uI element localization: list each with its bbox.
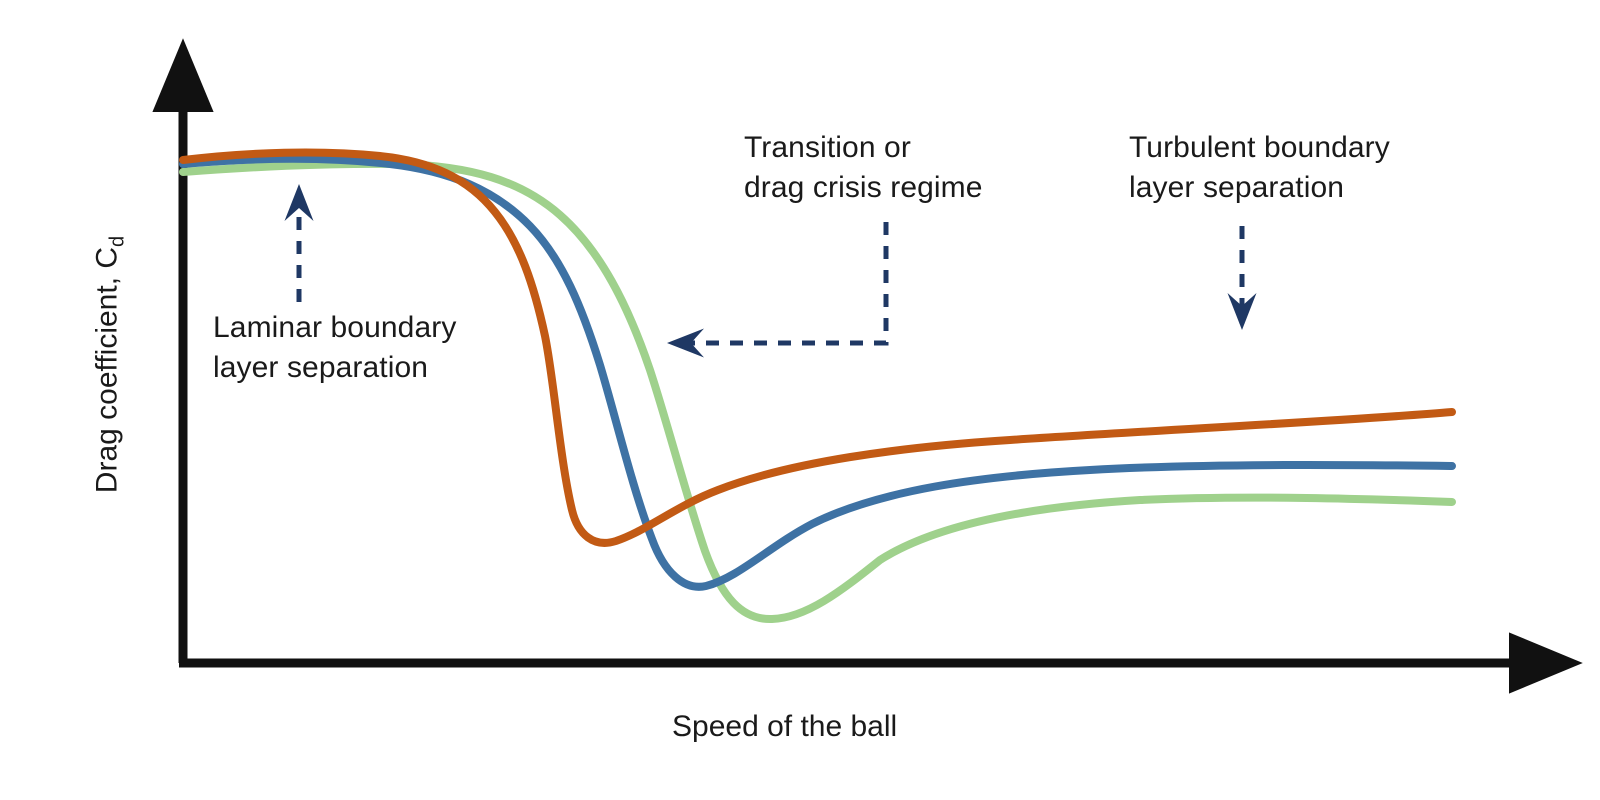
x-axis-label: Speed of the ball xyxy=(672,710,898,743)
annotation-turbulent-boundary-layer-separation: Turbulent boundary layer separation xyxy=(1129,128,1390,208)
annotation-laminar-line-1: Laminar boundary xyxy=(213,311,457,344)
annotation-transition-line-1: Transition or xyxy=(744,131,911,164)
curve-smoothest-ball xyxy=(179,159,1456,624)
y-axis-label-subscript: d xyxy=(106,235,129,247)
axes-group xyxy=(152,38,1583,694)
transition-arrow xyxy=(666,222,889,358)
annotation-arrows-group xyxy=(284,183,1257,358)
annotation-transition-drag-crisis-regime: Transition or drag crisis regime xyxy=(744,128,983,208)
annotation-laminar-line-2: layer separation xyxy=(213,351,429,385)
curve-roughest-ball xyxy=(179,148,1456,547)
annotation-turbulent-line-2: layer separation xyxy=(1129,171,1345,205)
annotation-laminar-boundary-layer-separation: Laminar boundary layer separation xyxy=(213,308,456,388)
annotation-transition-line-2: drag crisis regime xyxy=(744,171,983,205)
curves-group xyxy=(179,148,1456,624)
y-axis-label: Drag coefficient, Cd xyxy=(91,215,130,515)
y-axis-label-text: Drag coefficient, C xyxy=(90,246,124,494)
annotation-turbulent-line-1: Turbulent boundary xyxy=(1129,131,1390,164)
